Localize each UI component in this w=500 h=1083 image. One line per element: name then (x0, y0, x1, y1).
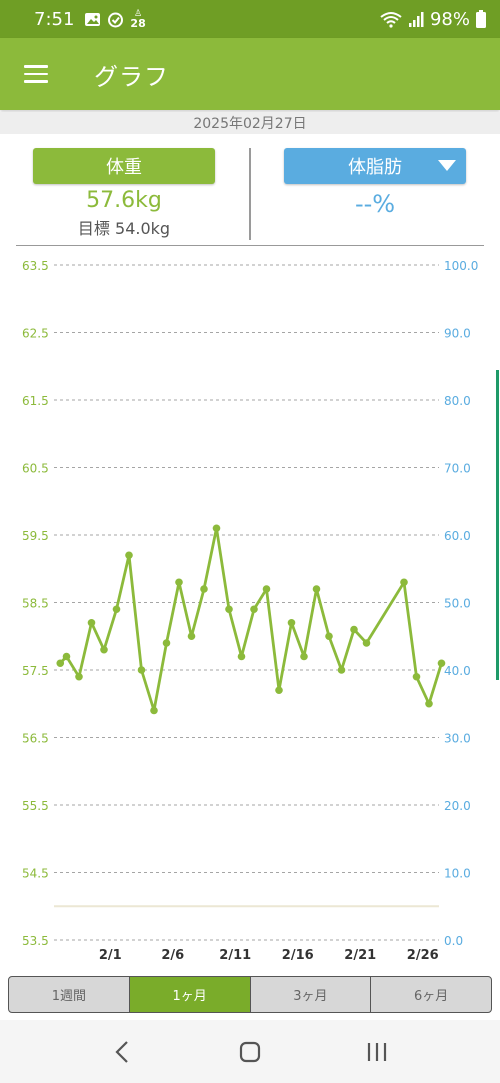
alarm-icon (108, 12, 124, 27)
x-axis-tick-label: 2/26 (407, 948, 439, 963)
goal-value: 目標 54.0kg (77, 219, 171, 238)
x-axis-tick-label: 2/1 (99, 948, 122, 963)
weight-data-point (212, 524, 221, 533)
period-tabs: 1週間 1ヶ月 3ヶ月 6ヶ月 (8, 976, 492, 1013)
weight-data-point (425, 699, 433, 708)
weight-data-point (287, 618, 296, 627)
summary-panel: 体重 57.6kg 目標 54.0kg 体脂肪 --% (0, 134, 500, 246)
summary-divider (249, 148, 251, 240)
summary-bottom-divider (16, 245, 484, 246)
right-axis-tick-label: 30.0 (444, 732, 471, 746)
weight-data-point (56, 659, 65, 668)
battery-percent: 98% (429, 8, 470, 30)
weight-data-point (300, 652, 308, 661)
back-icon[interactable] (103, 1032, 143, 1072)
weight-data-point (250, 605, 258, 614)
weight-summary: 体重 57.6kg 目標 54.0kg (33, 148, 243, 239)
weight-data-point (200, 585, 208, 593)
status-bar: 7:51 ♙ 28 (0, 0, 500, 38)
left-axis-tick-label: 63.5 (22, 259, 49, 273)
weight-data-point (137, 666, 146, 674)
body-fat-dropdown[interactable]: 体脂肪 (284, 148, 466, 184)
page-title: グラフ (94, 62, 169, 91)
weight-data-point (87, 618, 96, 627)
weight-data-point (437, 659, 446, 668)
weight-data-point (400, 578, 408, 587)
weight-value: 57.6kg (86, 188, 162, 213)
signal-icon (408, 11, 424, 27)
weight-data-point (187, 632, 196, 641)
fat-summary: 体脂肪 --% (284, 148, 466, 218)
weight-data-point (125, 551, 133, 560)
x-axis-tick-label: 2/16 (282, 948, 314, 963)
right-axis-tick-label: 50.0 (444, 597, 471, 611)
left-axis-tick-label: 59.5 (22, 529, 49, 543)
right-axis-tick-label: 70.0 (444, 462, 471, 476)
right-axis-tick-label: 60.0 (444, 529, 471, 543)
recents-icon[interactable] (357, 1032, 397, 1072)
weight-data-point (150, 706, 158, 715)
x-axis-tick-label: 2/11 (219, 948, 251, 963)
x-axis-tick-label: 2/21 (344, 948, 376, 963)
left-axis-tick-label: 53.5 (22, 934, 49, 948)
home-icon[interactable] (230, 1032, 270, 1072)
weight-button[interactable]: 体重 (33, 148, 215, 184)
right-axis-tick-label: 40.0 (444, 664, 471, 678)
chevron-down-icon (438, 160, 456, 171)
weight-data-point (350, 625, 358, 634)
status-time: 7:51 (34, 8, 75, 30)
weight-data-point (112, 605, 121, 614)
left-axis-tick-label: 61.5 (22, 394, 49, 408)
hamburger-menu-icon[interactable] (0, 38, 72, 110)
tab-3-months[interactable]: 3ヶ月 (251, 977, 372, 1012)
weight-data-point (275, 686, 283, 695)
fat-value: --% (354, 190, 396, 218)
weight-data-point (412, 672, 421, 681)
left-axis-tick-label: 54.5 (22, 867, 49, 881)
system-nav-bar (0, 1020, 500, 1083)
scroll-indicator (496, 370, 499, 680)
tab-1-week[interactable]: 1週間 (9, 977, 130, 1012)
weight-data-point (162, 639, 171, 647)
right-axis-tick-label: 0.0 (444, 934, 463, 948)
weight-data-point (225, 605, 233, 614)
right-axis-tick-label: 20.0 (444, 799, 471, 813)
left-axis-tick-label: 55.5 (22, 799, 49, 813)
step-badge-icon: ♙ 28 (130, 9, 146, 30)
weight-data-point (325, 632, 333, 641)
right-axis-tick-label: 80.0 (444, 394, 471, 408)
weight-data-point (337, 666, 346, 674)
weight-data-point (312, 585, 321, 593)
weight-chart: 63.5 100.0 62.5 90.0 61.5 80.0 60.5 70.0 59.5 60.… (0, 246, 500, 966)
app-bar: グラフ (0, 38, 500, 110)
left-axis-tick-label: 60.5 (22, 462, 49, 476)
left-axis-tick-label: 56.5 (22, 732, 49, 746)
weight-data-point (62, 652, 71, 661)
date-label: 2025年02月27日 (0, 112, 500, 134)
tab-6-months[interactable]: 6ヶ月 (413, 989, 449, 1004)
left-axis-tick-label: 62.5 (22, 327, 49, 341)
battery-icon (476, 10, 486, 28)
left-axis-tick-label: 58.5 (22, 597, 49, 611)
weight-data-point (100, 645, 108, 654)
weight-series-line (59, 526, 443, 712)
body-fat-dropdown-label: 体脂肪 (348, 157, 402, 178)
weight-data-point (362, 639, 371, 647)
x-axis-tick-label: 2/6 (161, 948, 184, 963)
notif-badge-count: 28 (130, 17, 146, 30)
weight-data-point (237, 652, 246, 661)
right-axis-tick-label: 90.0 (444, 327, 471, 341)
right-axis-tick-label: 10.0 (444, 867, 471, 881)
tab-1-month[interactable]: 1ヶ月 (129, 977, 251, 1012)
weight-data-point (175, 578, 183, 587)
right-axis-tick-label: 100.0 (444, 259, 478, 273)
weight-data-point (262, 585, 271, 593)
wifi-icon (380, 11, 402, 28)
image-icon (85, 12, 101, 26)
left-axis-tick-label: 57.5 (22, 664, 49, 678)
weight-data-point (75, 672, 83, 681)
chart-svg: 63.5 100.0 62.5 90.0 61.5 80.0 60.5 70.0 59.5 60.… (22, 259, 478, 963)
